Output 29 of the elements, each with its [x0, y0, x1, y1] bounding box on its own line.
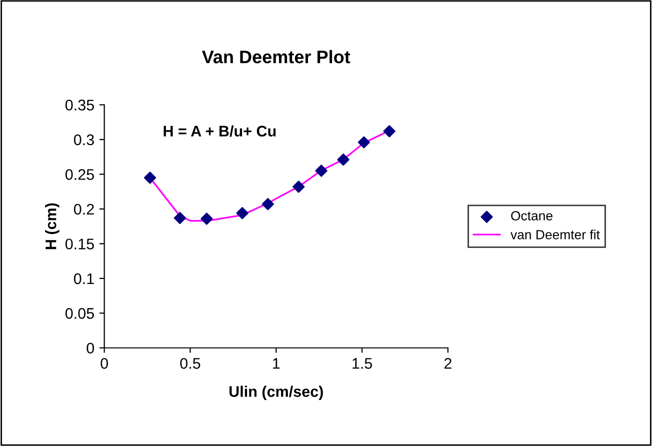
point	[144, 172, 156, 184]
chart-title: Van Deemter Plot	[202, 50, 350, 64]
y-tick-label: 0.15	[65, 238, 94, 250]
annotation: H = A + B/u+ Cu	[164, 125, 276, 137]
x-tick-label: 1.5	[352, 358, 372, 369]
point	[262, 198, 274, 210]
point	[315, 164, 328, 177]
y-tick-label: 0	[86, 342, 94, 354]
x-tick-label: 0	[100, 358, 108, 369]
point	[200, 212, 213, 225]
y-tick-label: 0.3	[74, 134, 94, 146]
x-tick-label: 0.5	[180, 358, 200, 369]
x-tick-label: 2	[444, 358, 452, 369]
x-axis-title: Ulin (cm/sec)	[229, 386, 323, 400]
y-tick-label: 0.25	[65, 169, 94, 180]
legend-label: Octane	[511, 211, 552, 220]
y-tick-label: 0.05	[65, 308, 94, 319]
point	[292, 180, 305, 193]
point	[337, 154, 350, 166]
legend-label: van Deemter fit	[510, 230, 600, 240]
point	[236, 207, 248, 220]
x-tick-label: 1	[273, 358, 280, 369]
point	[383, 125, 396, 138]
y-tick-label: 0.35	[65, 100, 94, 110]
y-tick-label: 0.1	[74, 273, 94, 284]
y-axis-title: H (cm)	[45, 203, 60, 250]
point	[358, 136, 370, 148]
point	[174, 212, 186, 224]
y-tick-label: 0.2	[74, 204, 94, 215]
